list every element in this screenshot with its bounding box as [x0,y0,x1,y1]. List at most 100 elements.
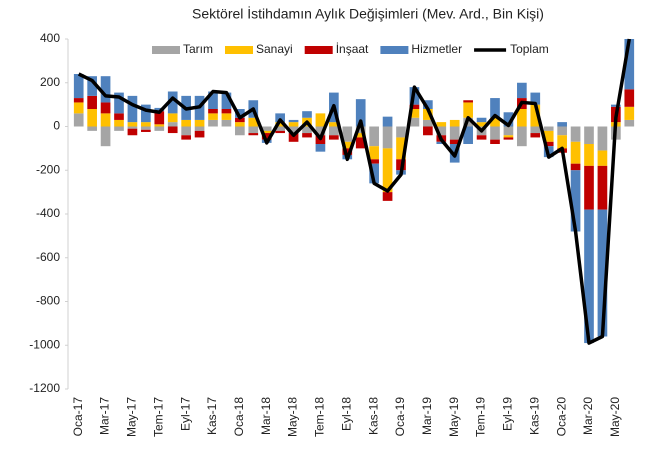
x-tick-label: Tem-18 [313,397,327,437]
bar [302,126,312,134]
y-tick-label: 400 [40,31,60,45]
bar [181,119,191,127]
x-tick-label: May-20 [608,397,622,437]
x-tick-label: Eyl-19 [501,397,515,431]
bar [355,126,366,134]
bar [194,119,205,127]
x-tick-label: Oca-20 [554,397,568,437]
legend-swatch [152,46,180,54]
x-tick-label: Mar-19 [420,397,434,435]
bar [221,113,232,120]
bar [624,39,635,90]
bar [517,109,527,127]
legend-swatch [225,46,253,54]
bar [87,76,97,96]
bar [329,122,339,127]
bar [302,133,312,138]
bar [261,130,272,134]
bar [409,109,420,118]
bar [221,92,232,109]
bar [235,122,245,127]
bar [463,126,473,144]
bar [114,119,124,127]
bar [530,133,541,138]
bar [208,109,218,114]
bar [127,128,138,136]
bar [557,122,567,127]
bar [73,113,84,127]
bar [154,124,165,127]
bar [73,102,84,114]
bar [476,135,487,140]
bar [436,122,447,127]
bar [288,119,299,123]
bar [181,135,191,140]
bar [261,126,272,131]
bar [396,137,406,160]
bar [382,192,393,201]
y-tick-label: -1200 [29,381,60,395]
bar [208,91,218,109]
bar [87,126,97,131]
bar [584,209,594,344]
bar [342,141,353,149]
bar [141,126,151,130]
bar [208,119,218,127]
bar [167,122,178,127]
x-tick-label: Oca-18 [232,397,246,437]
bar [235,117,245,123]
bar [570,141,581,164]
bar [382,126,393,149]
bar [369,163,379,184]
bar [315,113,326,127]
bar [557,135,567,149]
bar [624,119,635,127]
x-tick-label: Tem-19 [474,397,488,437]
x-tick-label: Oca-17 [71,397,85,437]
bar [127,126,138,129]
legend-swatch [380,46,409,54]
legend-label: Hizmetler [411,42,462,56]
y-tick-label: -600 [36,250,60,264]
bar [584,144,594,166]
chart-title: Sektörel İstihdamın Aylık Değişimleri (M… [192,5,544,22]
bar [114,113,124,120]
bar [490,117,500,127]
bar [530,92,541,105]
bar [584,126,594,144]
bar [543,141,554,147]
bar [181,126,191,136]
y-tick-label: -800 [36,294,60,308]
bar [141,129,151,132]
x-tick-label: May-19 [447,397,461,437]
bar [597,150,608,166]
bar [342,148,353,155]
bar [141,122,151,127]
bar [490,126,500,140]
legend-label: İnşaat [336,42,369,56]
bar [597,126,608,151]
x-tick-label: Mar-20 [581,397,595,435]
bar [449,139,460,144]
bar [154,107,165,112]
bar [503,135,514,138]
bar [221,109,232,114]
bar [423,119,433,127]
bar [248,117,259,127]
bar [288,122,299,127]
legend-swatch [304,46,333,54]
bar [87,109,97,127]
bar [369,126,379,147]
bar [100,126,111,147]
bar [221,119,232,127]
bar [463,102,473,118]
bar [611,104,621,107]
line [77,38,632,345]
bar [141,104,151,123]
x-tick-label: Tem-17 [151,397,165,437]
bar [248,126,259,134]
bar [114,92,124,114]
bar [261,133,272,140]
x-tick-label: Oca-19 [393,397,407,437]
